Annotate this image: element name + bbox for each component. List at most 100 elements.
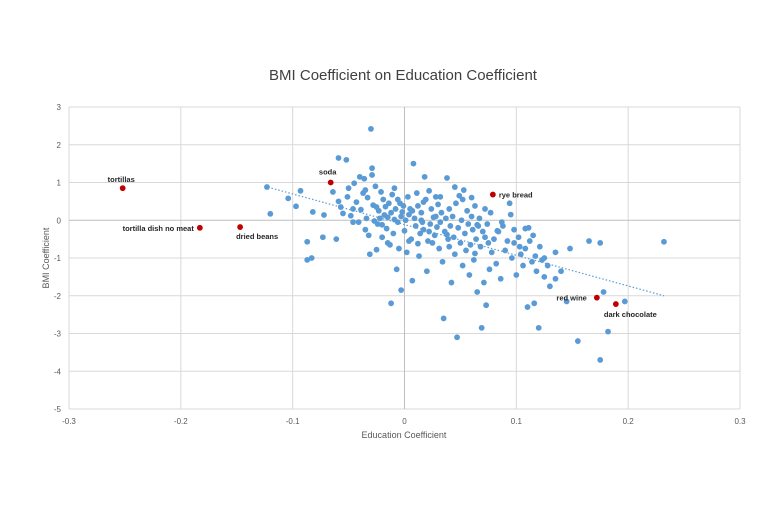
data-point <box>558 268 564 275</box>
data-point <box>330 189 336 195</box>
data-point <box>365 232 372 239</box>
data-point <box>380 196 387 203</box>
data-point <box>368 125 374 132</box>
data-point <box>438 209 445 216</box>
data-point <box>453 200 459 207</box>
data-point <box>404 193 411 200</box>
data-point <box>483 302 490 309</box>
y-tick-label: -2 <box>54 292 62 301</box>
data-point <box>413 190 420 196</box>
data-point <box>661 238 667 245</box>
data-point <box>437 219 444 226</box>
y-tick-label: -3 <box>54 330 62 339</box>
data-point <box>541 273 548 280</box>
data-point <box>409 207 416 214</box>
data-point <box>425 238 431 244</box>
data-point <box>526 238 533 244</box>
data-point <box>477 243 484 250</box>
y-tick-label: -4 <box>54 367 62 376</box>
data-point <box>431 232 438 239</box>
y-tick-label: 2 <box>57 141 62 150</box>
data-point <box>463 247 469 254</box>
data-point <box>459 262 466 269</box>
data-point <box>513 272 520 278</box>
data-point <box>401 227 408 234</box>
data-point <box>448 279 455 286</box>
data-point <box>469 226 476 233</box>
data-point <box>451 251 458 258</box>
data-point <box>335 155 342 161</box>
data-point <box>517 251 524 258</box>
data-point <box>345 185 352 192</box>
data-point <box>442 215 449 222</box>
data-point <box>439 258 446 265</box>
data-point <box>454 334 460 341</box>
data-point <box>357 206 364 213</box>
highlighted-points: tortillas tortilla dish no meat dried bean… <box>108 168 657 320</box>
data-point <box>487 209 494 216</box>
highlighted-point <box>489 191 496 198</box>
data-point <box>461 230 468 237</box>
data-point <box>531 300 538 307</box>
data-point <box>472 203 478 209</box>
data-point <box>511 226 517 233</box>
data-point <box>309 209 316 215</box>
data-point <box>597 357 604 363</box>
data-point <box>597 240 604 246</box>
highlighted-point <box>196 224 203 231</box>
data-point <box>373 204 380 210</box>
data-point <box>586 238 592 244</box>
data-point <box>494 227 501 234</box>
data-point <box>470 256 477 263</box>
data-point <box>434 224 440 230</box>
data-point <box>372 183 379 190</box>
highlighted-point <box>237 224 244 230</box>
data-point <box>486 266 493 273</box>
data-point <box>363 215 370 222</box>
data-point <box>412 223 419 229</box>
data-point <box>468 213 475 220</box>
data-point <box>393 266 400 273</box>
data-point <box>427 221 434 227</box>
data-point <box>429 240 436 246</box>
data-point <box>394 219 401 226</box>
data-point <box>353 199 360 206</box>
data-point <box>522 245 529 252</box>
data-point <box>378 189 384 195</box>
data-points <box>264 125 667 363</box>
data-point <box>445 236 452 243</box>
data-point <box>444 175 450 181</box>
data-point <box>369 172 375 178</box>
data-point <box>398 287 405 293</box>
data-point <box>388 209 394 216</box>
data-point <box>465 221 472 227</box>
data-point <box>423 268 430 275</box>
data-point <box>444 231 450 238</box>
data-point <box>390 230 397 237</box>
data-point <box>420 199 427 206</box>
data-point <box>376 215 383 222</box>
data-point <box>516 243 523 250</box>
data-point <box>415 240 421 247</box>
data-point <box>520 262 526 269</box>
data-point <box>459 196 466 203</box>
data-point <box>574 338 581 344</box>
data-point <box>464 207 471 214</box>
data-point <box>426 187 433 194</box>
data-point <box>507 211 514 218</box>
data-point <box>337 204 344 210</box>
data-point <box>482 206 488 212</box>
data-point <box>498 219 505 226</box>
data-point <box>552 249 559 256</box>
point-label: rye bread <box>499 191 533 200</box>
data-point <box>389 191 396 198</box>
y-tick-label: 3 <box>57 103 62 112</box>
data-point <box>428 206 435 212</box>
data-point <box>524 304 531 310</box>
data-point <box>488 249 495 256</box>
trendline-group <box>264 185 665 297</box>
data-point <box>415 203 421 209</box>
data-point <box>319 234 326 241</box>
